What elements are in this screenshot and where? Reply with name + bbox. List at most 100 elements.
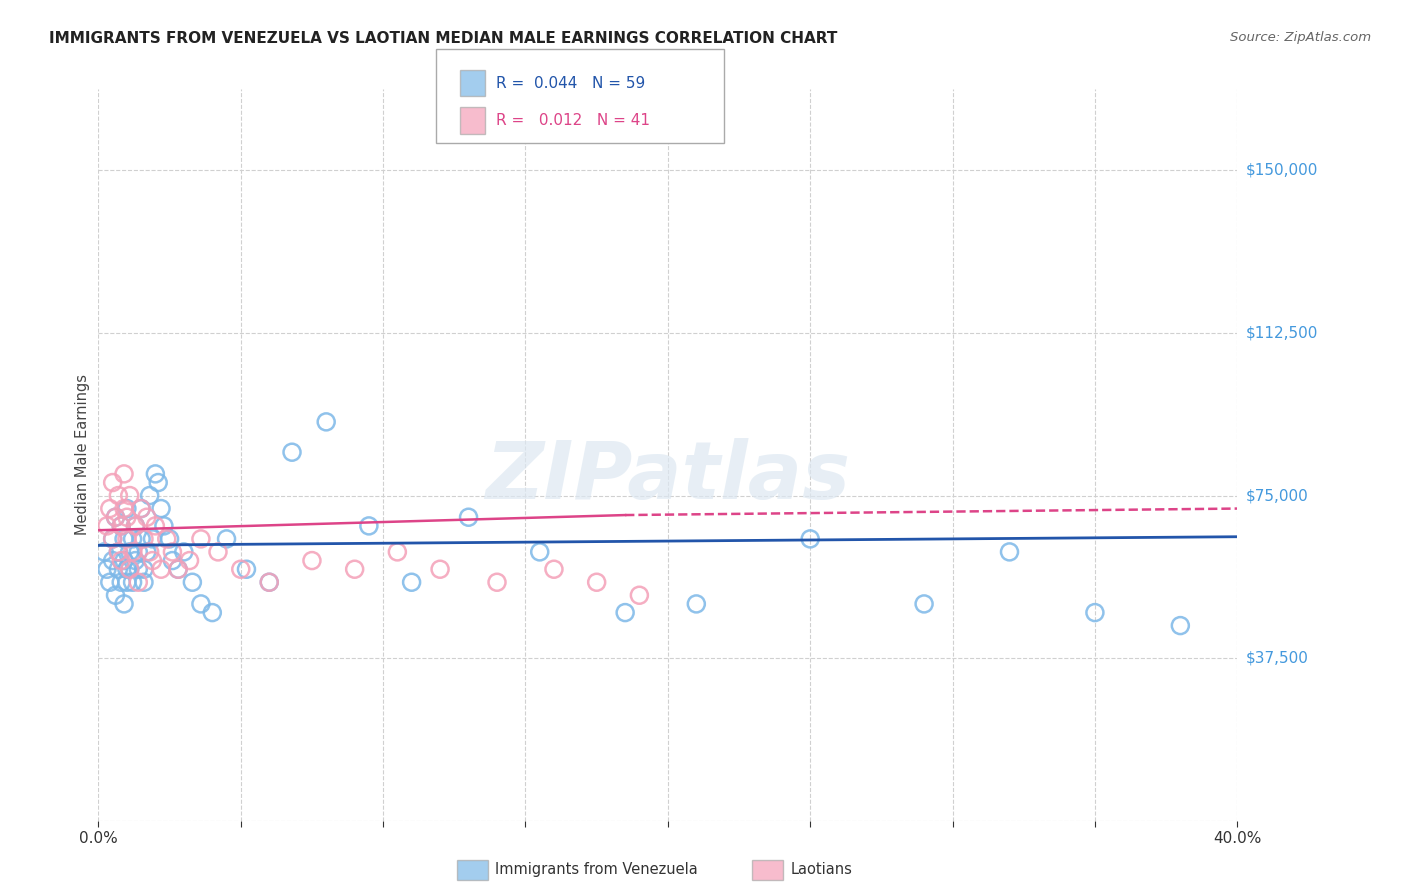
Point [104,588,127,602]
Point [132,575,155,590]
Text: Immigrants from Venezuela: Immigrants from Venezuela [495,863,697,877]
Point [127,562,149,576]
Point [101,532,124,546]
Point [162,545,184,559]
Point [162,553,184,567]
Text: R =   0.012   N = 41: R = 0.012 N = 41 [496,112,651,128]
Point [115,510,138,524]
Point [585,575,607,590]
Point [110,575,132,590]
Point [145,467,167,481]
Point [112,532,135,546]
Point [179,553,201,567]
Point [96,562,118,576]
Point [181,575,204,590]
Point [315,415,337,429]
Point [190,532,212,546]
Point [129,501,152,516]
Point [93,545,115,559]
Point [235,562,257,576]
Text: R =  0.044   N = 59: R = 0.044 N = 59 [496,76,645,91]
Point [112,501,135,516]
Text: $37,500: $37,500 [1246,650,1309,665]
Point [107,545,129,559]
Point [486,575,509,590]
Point [912,597,935,611]
Point [1084,606,1107,620]
Point [115,562,138,576]
Text: Laotians: Laotians [790,863,852,877]
Point [1170,618,1192,632]
Point [141,532,163,546]
Point [156,532,179,546]
Y-axis label: Median Male Earnings: Median Male Earnings [75,375,90,535]
Point [132,532,155,546]
Point [118,562,141,576]
Point [115,575,138,590]
Point [148,475,170,490]
Point [96,519,118,533]
Point [259,575,281,590]
Point [112,597,135,611]
Text: $150,000: $150,000 [1246,163,1317,178]
Point [167,562,190,576]
Point [121,575,143,590]
Point [357,519,380,533]
Point [124,553,146,567]
Point [127,575,149,590]
Point [429,562,451,576]
Point [107,489,129,503]
Point [135,545,157,559]
Point [129,532,152,546]
Point [543,562,565,576]
Point [101,553,124,567]
Point [124,519,146,533]
Point [628,588,651,602]
Point [118,489,141,503]
Point [259,575,281,590]
Text: $75,000: $75,000 [1246,488,1309,503]
Point [387,545,409,559]
Point [138,545,160,559]
Point [129,501,152,516]
Point [112,553,135,567]
Point [229,562,252,576]
Point [799,532,821,546]
Point [685,597,707,611]
Point [104,510,127,524]
Point [215,532,238,546]
Point [118,562,141,576]
Point [153,519,176,533]
Text: IMMIGRANTS FROM VENEZUELA VS LAOTIAN MEDIAN MALE EARNINGS CORRELATION CHART: IMMIGRANTS FROM VENEZUELA VS LAOTIAN MED… [49,31,838,46]
Point [104,510,127,524]
Text: $112,500: $112,500 [1246,326,1317,341]
Point [98,575,121,590]
Point [150,501,173,516]
Point [150,562,173,576]
Point [112,467,135,481]
Point [118,545,141,559]
Point [343,562,366,576]
Point [301,553,323,567]
Text: Source: ZipAtlas.com: Source: ZipAtlas.com [1230,31,1371,45]
Point [167,562,190,576]
Point [614,606,637,620]
Point [529,545,551,559]
Point [281,445,304,459]
Point [207,545,229,559]
Point [121,532,143,546]
Point [998,545,1021,559]
Point [173,545,195,559]
Point [145,519,167,533]
Point [124,519,146,533]
Point [141,553,163,567]
Point [201,606,224,620]
Point [159,532,181,546]
Point [457,510,479,524]
Point [107,545,129,559]
Point [110,519,132,533]
Point [127,545,149,559]
Point [115,501,138,516]
Point [121,545,143,559]
Point [115,532,138,546]
